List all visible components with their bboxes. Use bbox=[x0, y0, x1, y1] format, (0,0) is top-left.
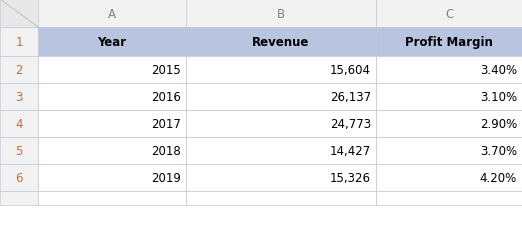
Text: A: A bbox=[108, 7, 116, 20]
Text: 3: 3 bbox=[15, 91, 22, 104]
Bar bbox=[0, 110, 38, 137]
Text: 26,137: 26,137 bbox=[330, 91, 371, 104]
Bar bbox=[0, 57, 38, 84]
Text: 2015: 2015 bbox=[151, 64, 181, 77]
Text: 5: 5 bbox=[15, 144, 22, 157]
Text: 15,604: 15,604 bbox=[330, 64, 371, 77]
Text: 2.90%: 2.90% bbox=[480, 117, 517, 130]
Bar bbox=[376, 28, 522, 57]
Text: Year: Year bbox=[98, 36, 126, 49]
Bar bbox=[186, 84, 376, 110]
Text: 6: 6 bbox=[15, 171, 23, 184]
Bar bbox=[186, 191, 376, 205]
Bar bbox=[376, 84, 522, 110]
Bar bbox=[38, 84, 186, 110]
Text: 2: 2 bbox=[15, 64, 23, 77]
Text: 15,326: 15,326 bbox=[330, 171, 371, 184]
Bar bbox=[0, 0, 38, 28]
Bar bbox=[376, 110, 522, 137]
Text: C: C bbox=[445, 7, 453, 20]
Text: 2019: 2019 bbox=[151, 171, 181, 184]
Bar bbox=[376, 0, 522, 28]
Text: 4: 4 bbox=[15, 117, 23, 130]
Text: 14,427: 14,427 bbox=[330, 144, 371, 157]
Bar bbox=[0, 28, 38, 57]
Bar bbox=[0, 137, 38, 164]
Bar bbox=[186, 164, 376, 191]
Text: B: B bbox=[277, 7, 285, 20]
Bar bbox=[186, 137, 376, 164]
Bar bbox=[38, 137, 186, 164]
Text: 2017: 2017 bbox=[151, 117, 181, 130]
Bar bbox=[186, 57, 376, 84]
Text: 24,773: 24,773 bbox=[330, 117, 371, 130]
Text: Profit Margin: Profit Margin bbox=[405, 36, 493, 49]
Text: Revenue: Revenue bbox=[252, 36, 310, 49]
Bar bbox=[376, 137, 522, 164]
Bar bbox=[0, 191, 38, 205]
Bar bbox=[38, 57, 186, 84]
Text: 4.20%: 4.20% bbox=[480, 171, 517, 184]
Text: 3.40%: 3.40% bbox=[480, 64, 517, 77]
Bar bbox=[0, 84, 38, 110]
Bar bbox=[376, 191, 522, 205]
Bar bbox=[38, 110, 186, 137]
Text: 3.70%: 3.70% bbox=[480, 144, 517, 157]
Bar bbox=[38, 191, 186, 205]
Bar bbox=[186, 110, 376, 137]
Text: 2018: 2018 bbox=[151, 144, 181, 157]
Bar bbox=[376, 164, 522, 191]
Text: 1: 1 bbox=[15, 36, 23, 49]
Text: 3.10%: 3.10% bbox=[480, 91, 517, 104]
Bar bbox=[186, 28, 376, 57]
Text: 2016: 2016 bbox=[151, 91, 181, 104]
Bar bbox=[376, 57, 522, 84]
Bar bbox=[38, 28, 186, 57]
Bar bbox=[0, 164, 38, 191]
Bar bbox=[186, 0, 376, 28]
Bar bbox=[38, 0, 186, 28]
Bar bbox=[38, 164, 186, 191]
